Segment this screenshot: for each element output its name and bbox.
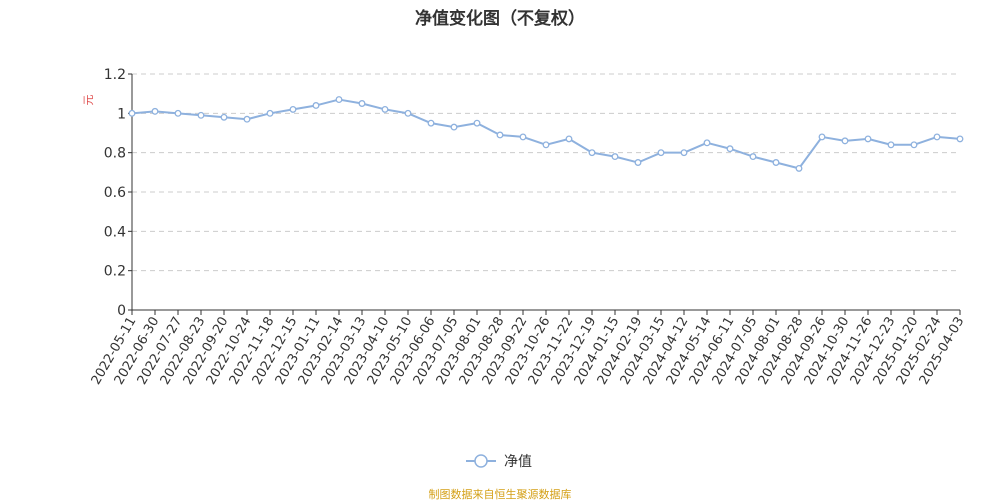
data-point[interactable] bbox=[381, 105, 389, 113]
legend-label-net-value: 净值 bbox=[504, 454, 532, 470]
data-point[interactable] bbox=[404, 109, 412, 117]
data-point[interactable] bbox=[312, 102, 320, 109]
data-point[interactable] bbox=[611, 153, 619, 161]
data-point[interactable] bbox=[864, 135, 872, 143]
data-point[interactable] bbox=[772, 159, 780, 166]
data-point[interactable] bbox=[933, 133, 941, 141]
data-point[interactable] bbox=[243, 115, 251, 123]
y-tick-label: 1.2 bbox=[104, 67, 126, 83]
y-tick-label: 0.8 bbox=[104, 146, 126, 162]
data-point[interactable] bbox=[473, 119, 481, 127]
data-point[interactable] bbox=[795, 164, 803, 172]
y-tick-label: 0.4 bbox=[104, 224, 126, 240]
data-point[interactable] bbox=[542, 141, 550, 149]
y-tick-labels: 0 0.2 0.4 0.6 0.8 1 1.2 bbox=[104, 67, 126, 319]
y-tick-label: 0.6 bbox=[104, 185, 126, 201]
data-point[interactable] bbox=[496, 131, 504, 139]
data-point[interactable] bbox=[128, 109, 136, 117]
data-point[interactable] bbox=[427, 119, 435, 127]
data-point[interactable] bbox=[703, 139, 711, 147]
series-line bbox=[131, 98, 961, 170]
data-point[interactable] bbox=[680, 149, 688, 157]
y-tick-label: 0 bbox=[117, 303, 126, 319]
data-source-note: 制图数据来自恒生聚源数据库 bbox=[428, 488, 572, 501]
y-tick-label: 0.2 bbox=[104, 264, 126, 280]
data-point[interactable] bbox=[174, 109, 182, 117]
chart-title: 净值变化图（不复权） bbox=[415, 9, 585, 29]
data-point[interactable] bbox=[910, 141, 918, 149]
legend[interactable]: 净值 bbox=[466, 454, 532, 470]
data-point[interactable] bbox=[818, 133, 826, 141]
data-point[interactable] bbox=[634, 159, 642, 166]
data-point[interactable] bbox=[565, 135, 573, 143]
data-point[interactable] bbox=[726, 145, 734, 153]
data-point[interactable] bbox=[289, 105, 297, 113]
y-tick-label: 1 bbox=[117, 106, 126, 122]
data-point[interactable] bbox=[358, 100, 366, 107]
data-point[interactable] bbox=[266, 109, 274, 117]
data-point[interactable] bbox=[657, 149, 665, 157]
data-point[interactable] bbox=[220, 113, 228, 121]
legend-circle-marker bbox=[474, 454, 488, 468]
grid-lines bbox=[132, 73, 960, 272]
data-point[interactable] bbox=[450, 123, 458, 131]
data-point[interactable] bbox=[151, 107, 159, 115]
y-axis-label: 元 bbox=[82, 95, 95, 106]
axes bbox=[128, 73, 961, 315]
data-point[interactable] bbox=[956, 135, 964, 143]
data-point[interactable] bbox=[887, 141, 895, 149]
data-point[interactable] bbox=[335, 96, 343, 104]
series-group bbox=[128, 96, 964, 172]
data-point[interactable] bbox=[749, 153, 757, 161]
data-point[interactable] bbox=[197, 111, 205, 119]
data-point[interactable] bbox=[841, 137, 849, 145]
data-point[interactable] bbox=[519, 133, 527, 141]
x-tick-labels: 2022-05-112022-06-302022-07-272022-08-23… bbox=[89, 315, 968, 388]
data-point[interactable] bbox=[588, 149, 596, 157]
